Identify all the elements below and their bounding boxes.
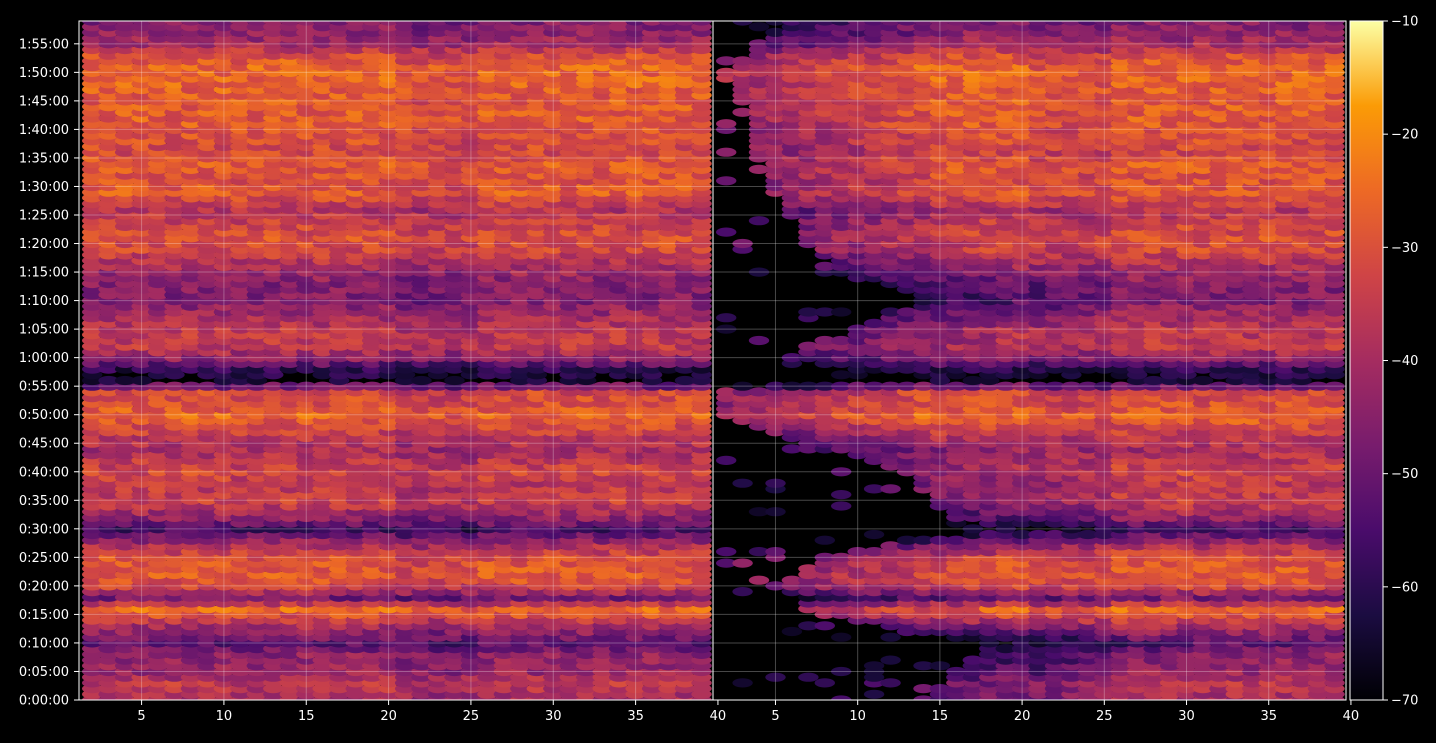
heat-cell: [880, 632, 901, 642]
heat-cell: [863, 661, 885, 671]
heat-cell: [345, 381, 366, 391]
heat-cell: [312, 381, 333, 391]
heat-cell: [147, 381, 169, 391]
heat-cell: [378, 381, 399, 391]
heat-cell: [493, 381, 515, 391]
heat-cell: [98, 375, 119, 386]
heat-cell: [543, 381, 564, 391]
heat-cell: [831, 632, 852, 642]
heat-cell: [814, 621, 835, 631]
heat-cell: [608, 381, 630, 391]
heat-cell: [164, 381, 185, 391]
heat-cell: [361, 381, 383, 391]
heat-cell: [781, 626, 803, 637]
heat-cell: [131, 375, 152, 386]
heat-cell: [625, 381, 646, 391]
heat-cell: [427, 381, 449, 391]
heat-cell: [263, 381, 284, 391]
heat-cell: [460, 381, 482, 391]
heat-cell: [674, 375, 696, 386]
heat-cell: [411, 375, 432, 386]
heat-cell: [114, 375, 136, 386]
heat-cell: [732, 678, 753, 688]
heat-cell: [477, 381, 498, 391]
heat-cell: [180, 381, 202, 391]
heat-cell: [279, 381, 300, 391]
left-panel: [82, 21, 712, 700]
heat-cell: [880, 678, 901, 688]
heat-cell: [863, 689, 885, 699]
heat-cell: [880, 655, 901, 665]
heat-cell: [296, 381, 317, 391]
heat-cell: [798, 672, 819, 682]
heat-cell: [592, 381, 613, 391]
heat-cell: [197, 381, 218, 391]
heat-cell: [814, 678, 835, 688]
heat-cell: [444, 375, 465, 386]
heat-cell: [658, 381, 679, 391]
